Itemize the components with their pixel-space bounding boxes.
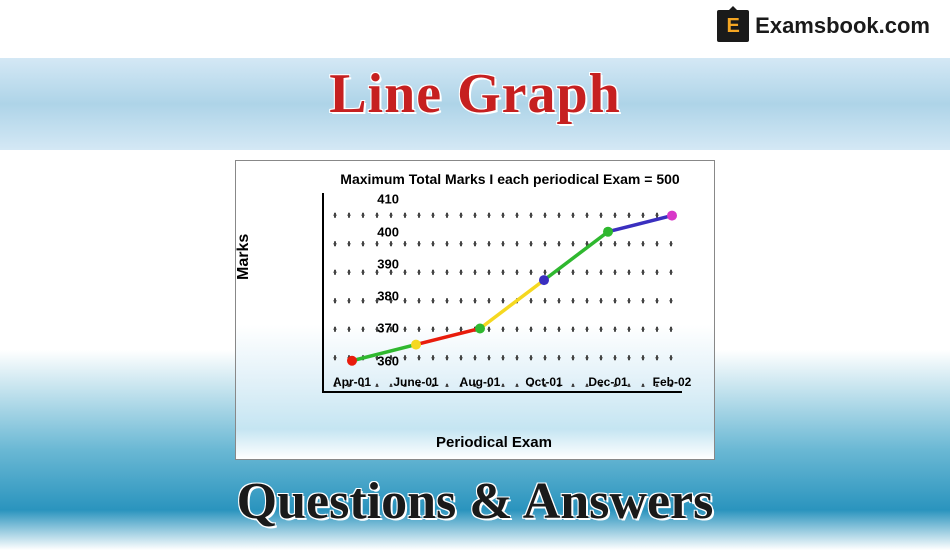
data-point <box>603 227 613 237</box>
x-axis-label: Periodical Exam <box>314 434 674 451</box>
data-point <box>347 356 357 366</box>
line-segment <box>480 280 544 328</box>
logo: E Examsbook.com <box>717 10 930 42</box>
plot-region <box>322 193 682 393</box>
logo-icon: E <box>717 10 749 42</box>
xtick: Aug-01 <box>460 375 501 389</box>
ytick: 390 <box>377 256 399 271</box>
ytick: 410 <box>377 192 399 207</box>
ytick: 400 <box>377 224 399 239</box>
chart-svg <box>322 193 682 393</box>
page-title: Line Graph <box>0 62 950 126</box>
xtick: Oct-01 <box>525 375 562 389</box>
ytick: 380 <box>377 289 399 304</box>
line-segment <box>416 328 480 344</box>
line-segment <box>608 216 672 232</box>
chart-title: Maximum Total Marks I each periodical Ex… <box>334 171 686 187</box>
xtick: June-01 <box>393 375 438 389</box>
xtick: Apr-01 <box>333 375 371 389</box>
y-axis-label: Marks <box>235 234 253 280</box>
line-segment <box>544 232 608 280</box>
data-point <box>411 340 421 350</box>
xtick: Feb-02 <box>653 375 692 389</box>
ytick: 360 <box>377 353 399 368</box>
chart-inner: Maximum Total Marks I each periodical Ex… <box>254 171 696 449</box>
data-point <box>475 323 485 333</box>
xtick: Dec-01 <box>588 375 627 389</box>
data-point <box>539 275 549 285</box>
footer-title: Questions & Answers <box>0 472 950 531</box>
chart-card: Maximum Total Marks I each periodical Ex… <box>235 160 715 460</box>
data-point <box>667 211 677 221</box>
ytick: 370 <box>377 321 399 336</box>
logo-text: Examsbook.com <box>755 13 930 39</box>
